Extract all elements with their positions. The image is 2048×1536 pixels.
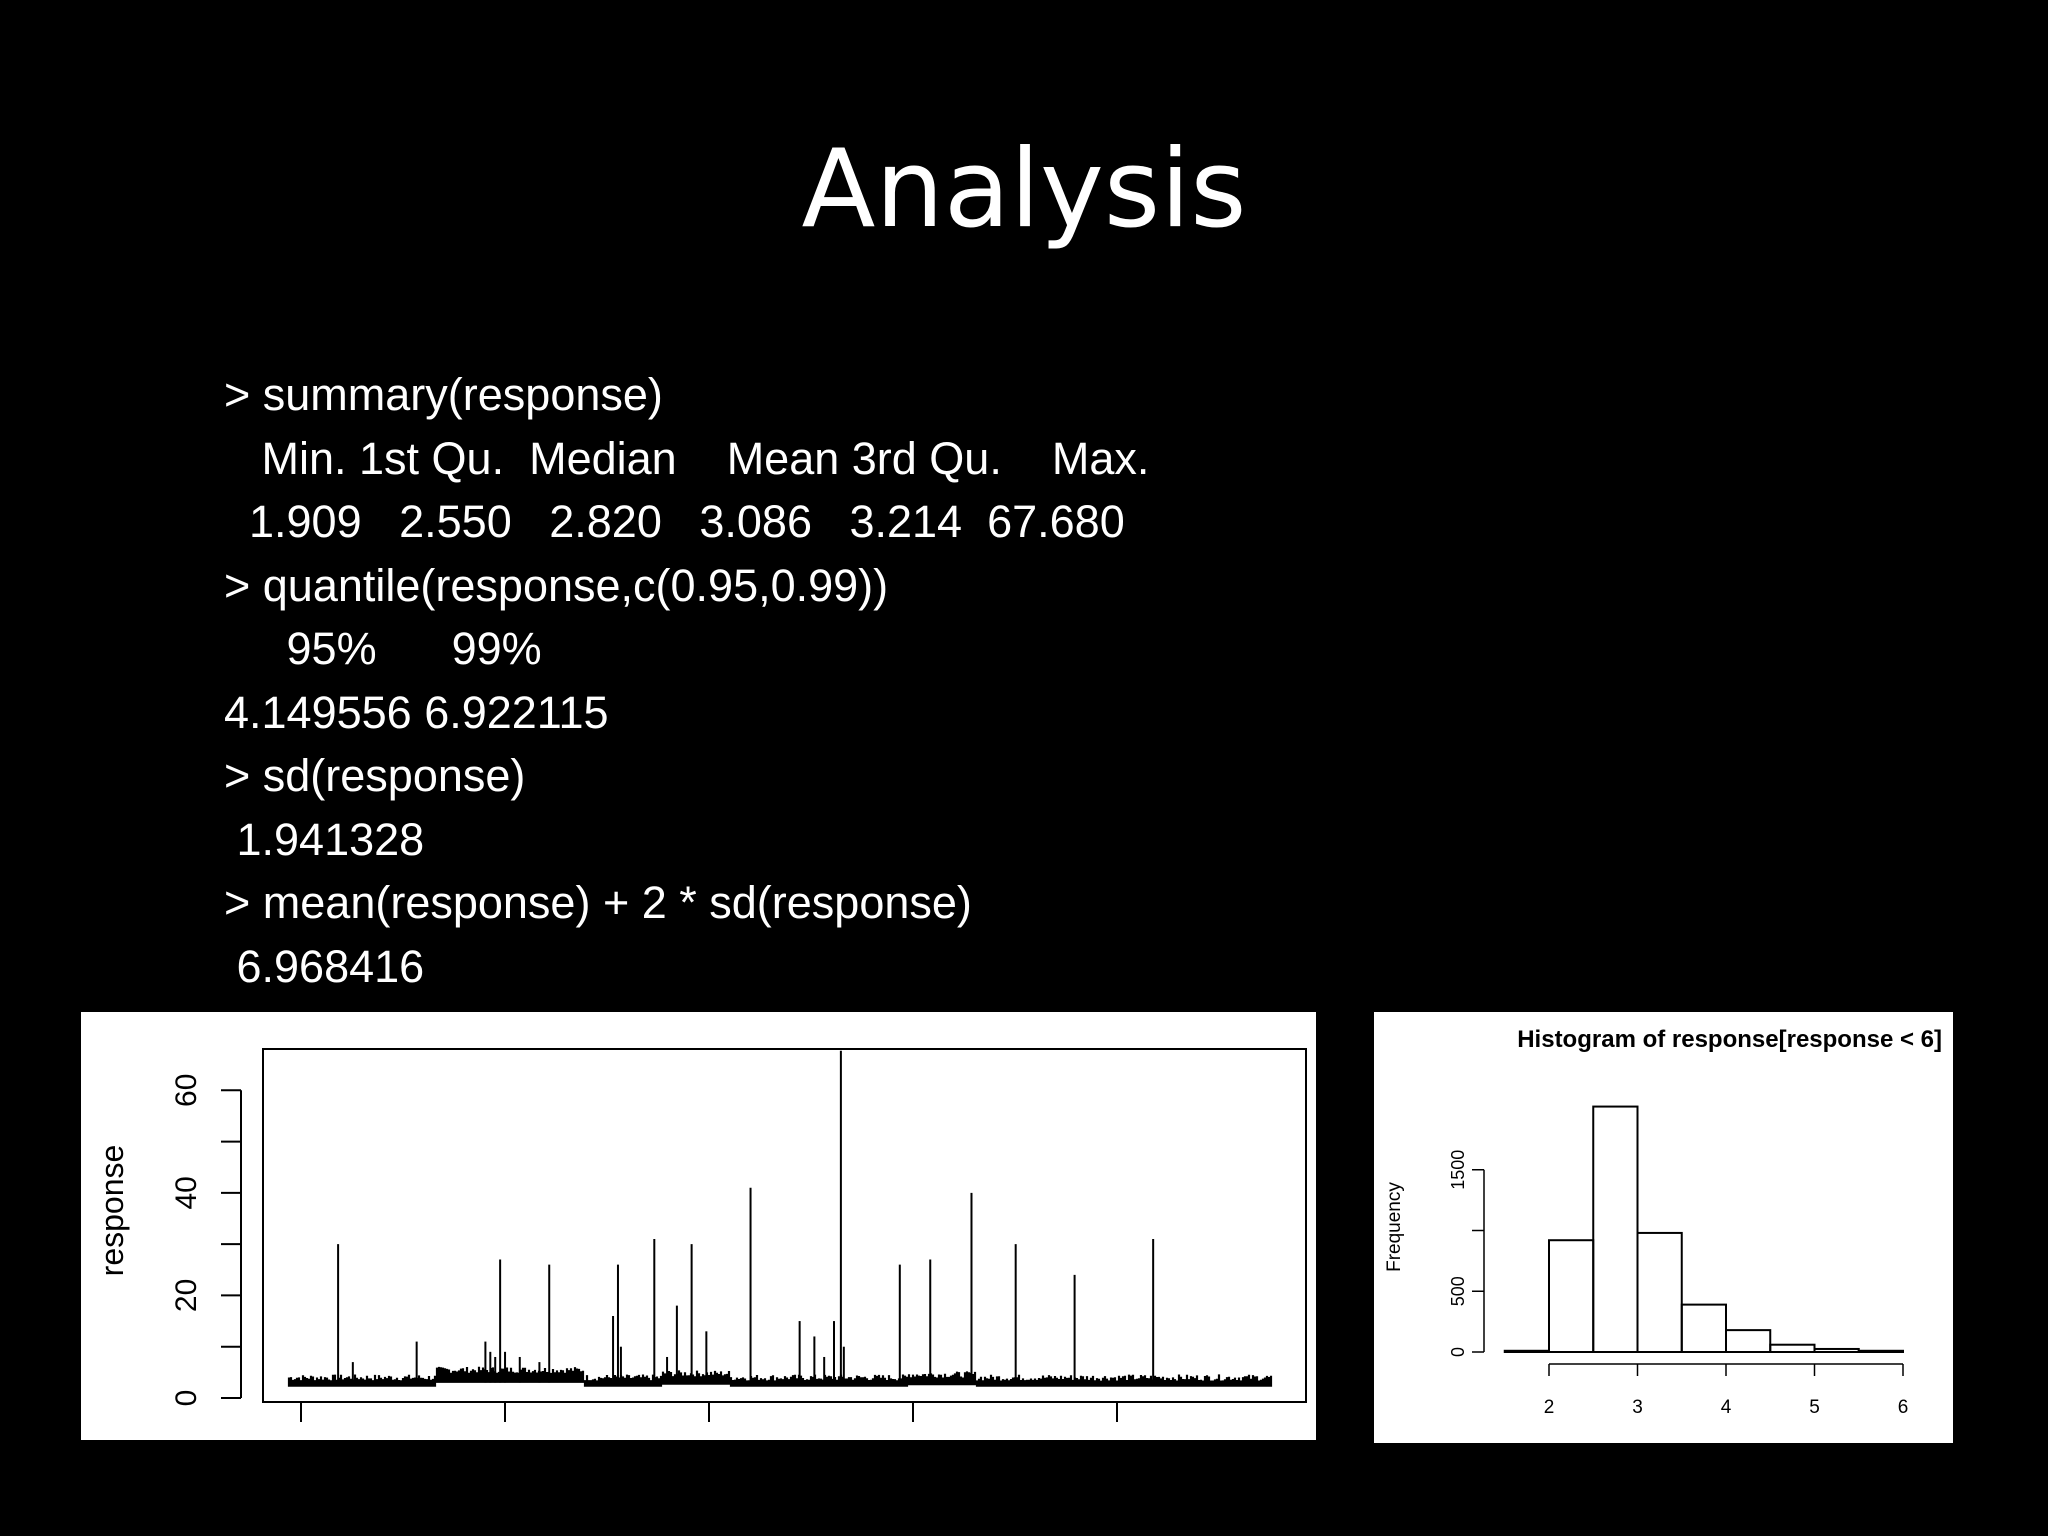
console-line: > summary(response)	[224, 369, 663, 420]
histogram-bar	[1503, 1349, 1550, 1354]
console-line: 4.149556 6.922115	[224, 686, 622, 738]
histogram-bar	[1680, 1303, 1727, 1353]
y-tick-label: 500	[1448, 1276, 1468, 1306]
y-tick-label: 20	[170, 1279, 203, 1312]
y-axis-label: response	[94, 1145, 130, 1277]
x-tick-label: 2	[1544, 1397, 1555, 1418]
slide-title: Analysis	[801, 127, 1247, 252]
y-tick-label: 60	[170, 1074, 203, 1107]
console-line: 95% 99%	[224, 623, 555, 674]
series-line-baseline	[287, 1366, 1273, 1387]
x-tick-label: 3	[1632, 1397, 1643, 1418]
histogram-bar	[1548, 1239, 1595, 1353]
histogram-bar	[1636, 1231, 1683, 1353]
x-tick-label: 6	[1898, 1397, 1909, 1418]
time-series-plot-panel: 0 20 40 60 response	[81, 1012, 1316, 1440]
r-console-output: > summary(response) Min. 1st Qu. Median …	[224, 363, 1162, 998]
console-line: > mean(response) + 2 * sd(response)	[224, 877, 972, 928]
histogram-bar	[1725, 1329, 1772, 1354]
y-tick-label: 0	[1448, 1347, 1468, 1357]
histogram-bar	[1813, 1347, 1860, 1353]
y-tick-label: 0	[170, 1390, 203, 1407]
histogram-bar	[1592, 1105, 1639, 1353]
console-line: > quantile(response,c(0.95,0.99))	[224, 559, 889, 611]
y-axis-label: Frequency	[1384, 1182, 1405, 1272]
y-tick-label: 40	[170, 1176, 203, 1209]
plot-frame	[262, 1048, 1307, 1403]
console-line: > sd(response)	[224, 750, 526, 801]
histogram-bar	[1769, 1343, 1816, 1353]
console-line: 1.941328	[224, 813, 425, 865]
x-tick-label: 4	[1721, 1397, 1732, 1418]
x-tick-label: 5	[1809, 1397, 1820, 1418]
histogram-plot: Histogram of response[response < 6] 0 500 1…	[1384, 1026, 1942, 1418]
console-line: 6.968416	[224, 940, 425, 992]
y-tick-label: 1500	[1448, 1150, 1468, 1190]
histogram-panel: Histogram of response[response < 6] 0 500 1…	[1374, 1012, 1953, 1443]
time-series-plot: 0 20 40 60 response	[94, 1048, 1307, 1422]
console-line: Min. 1st Qu. Median Mean 3rd Qu. Max.	[224, 432, 1162, 484]
chart-title: Histogram of response[response < 6]	[1517, 1026, 1942, 1053]
console-line: 1.909 2.550 2.820 3.086 3.214 67.680	[224, 496, 1138, 547]
histogram-bar	[1857, 1349, 1904, 1354]
